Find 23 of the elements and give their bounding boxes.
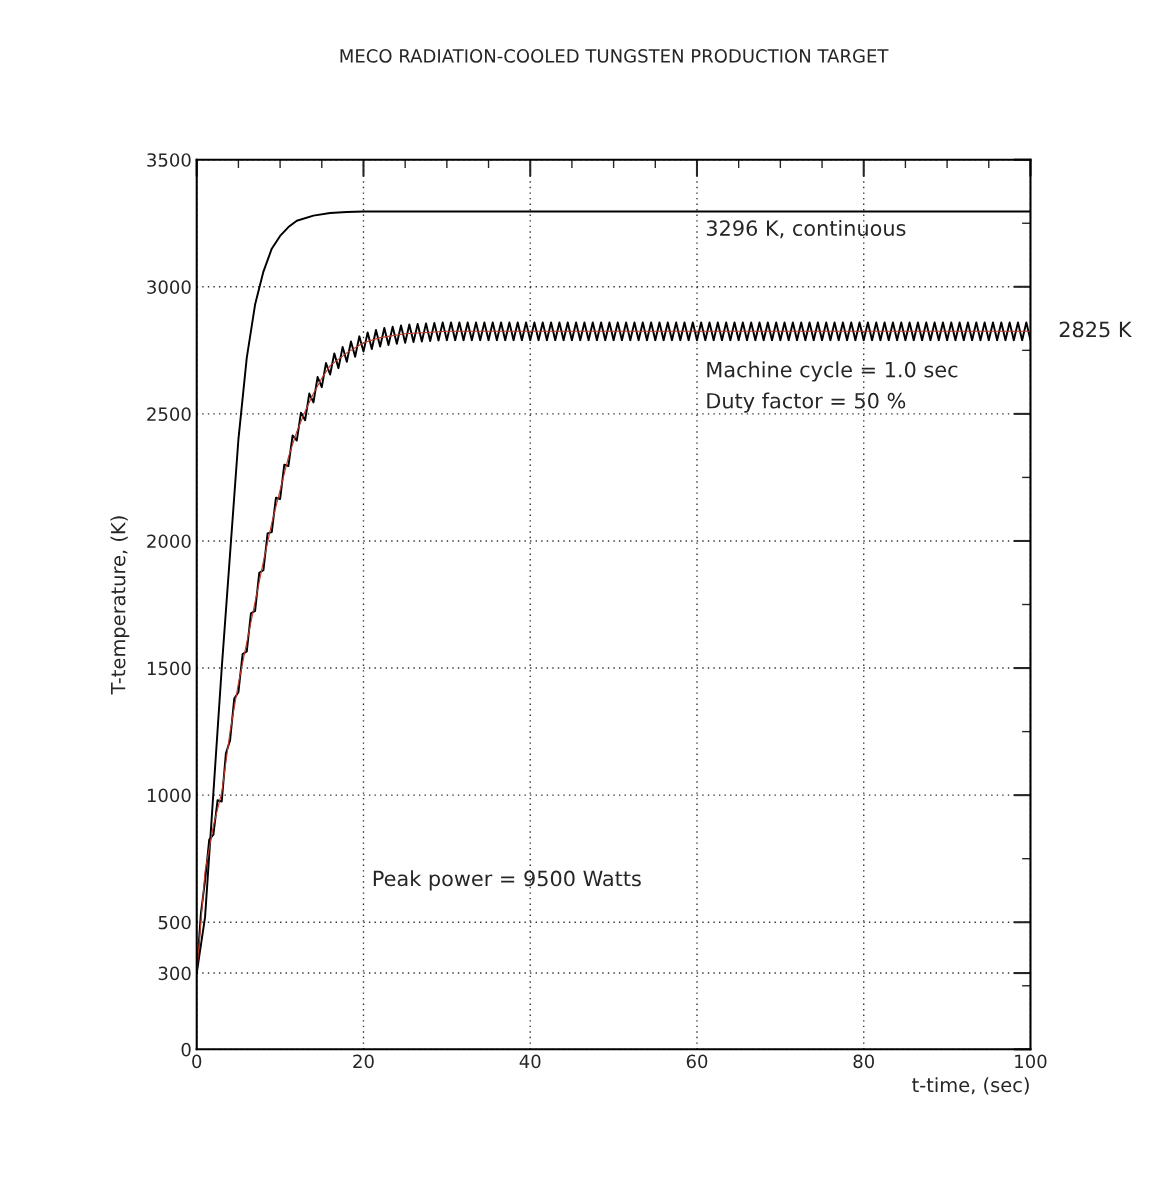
y-tick-label: 0: [181, 1042, 191, 1057]
x-tick-label: 20: [353, 1054, 374, 1069]
y-tick-label: 3000: [147, 280, 191, 294]
x-tick-label: 0: [192, 1054, 202, 1069]
y-axis-title: T-temperature, (K): [110, 516, 130, 695]
annotation: Peak power = 9500 Watts: [373, 870, 641, 891]
y-tick-label: 300: [158, 966, 191, 981]
x-axis-title: t-time, (sec): [912, 1077, 1029, 1095]
y-tick-label: 2000: [147, 534, 191, 549]
x-tick-label: 60: [686, 1054, 708, 1069]
y-tick-label: 2500: [147, 407, 191, 421]
y-tick-label: 3500: [147, 153, 191, 167]
y-tick-label: 500: [158, 915, 191, 930]
x-tick-label: 40: [519, 1054, 541, 1069]
y-tick-label: 1500: [147, 661, 191, 676]
y-tick-label: 1000: [147, 788, 191, 803]
annotation: 2825 K: [1059, 321, 1132, 338]
chart-title: MECO RADIATION-COOLED TUNGSTEN PRODUCTION TARGET: [340, 49, 889, 63]
annotation: 3296 K, continuous: [706, 219, 906, 239]
annotation: Machine cycle = 1.0 sec: [707, 361, 958, 382]
x-tick-label: 80: [853, 1054, 875, 1069]
annotation: Duty factor = 50 %: [707, 392, 906, 413]
x-tick-label: 100: [1015, 1054, 1047, 1069]
